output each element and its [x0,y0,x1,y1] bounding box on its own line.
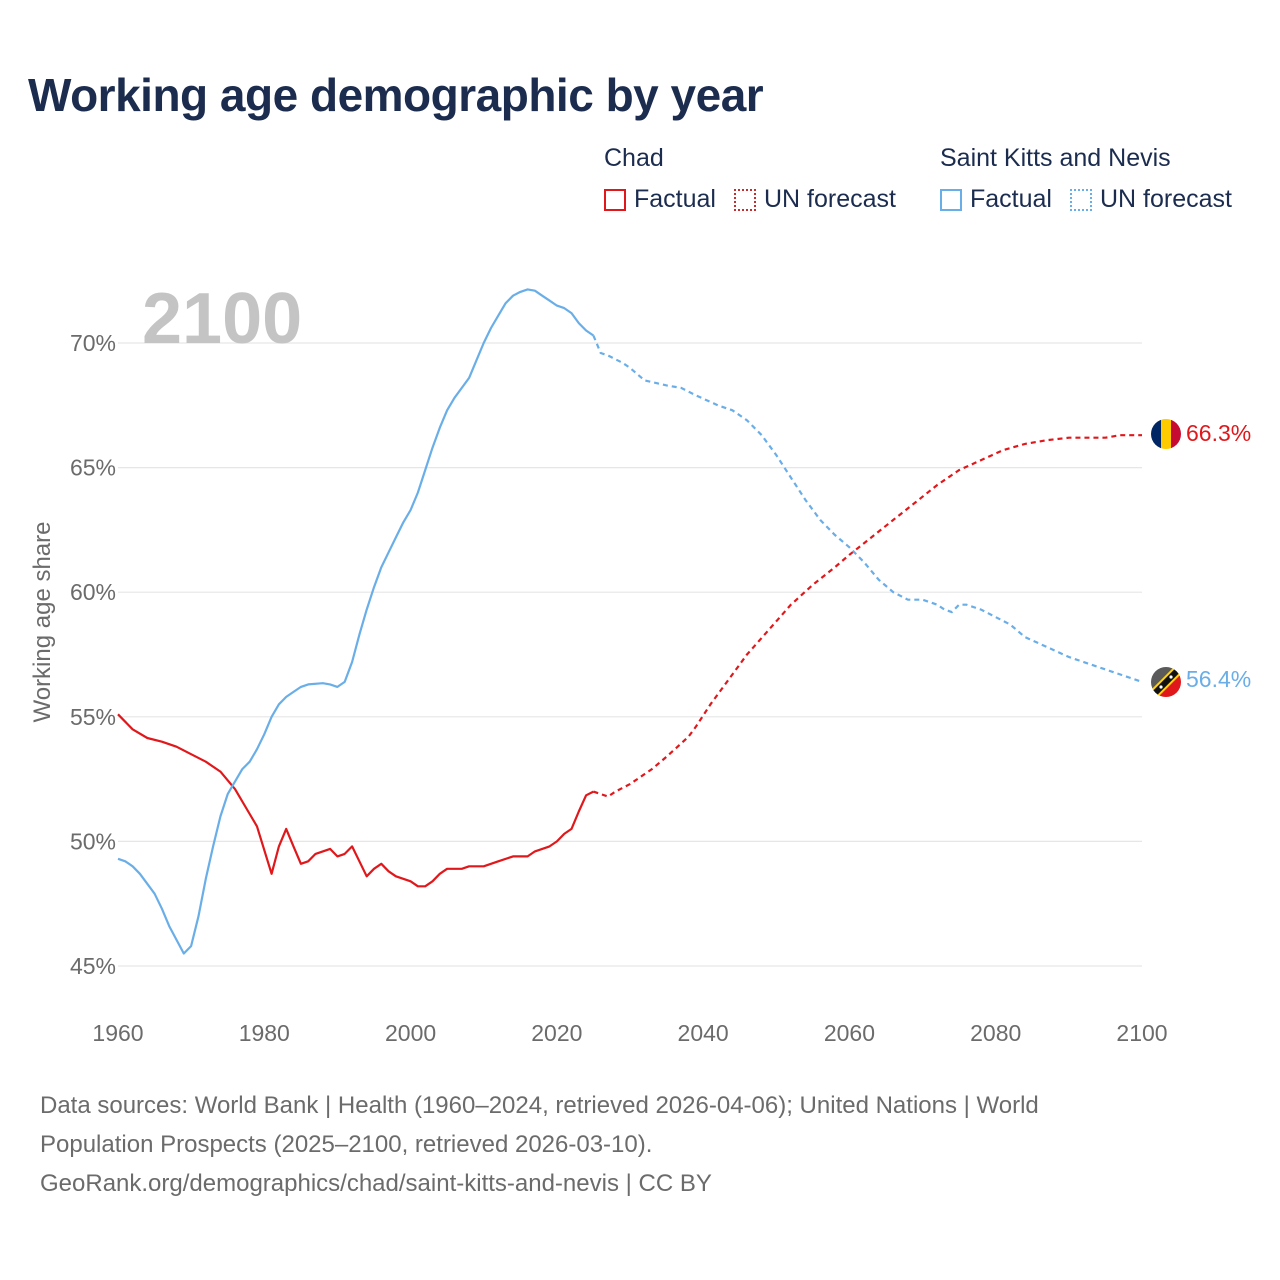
x-tick-label: 2000 [385,1020,436,1046]
y-tick-label: 55% [70,704,116,730]
x-tick-label: 2060 [824,1020,875,1046]
footer-link[interactable]: GeoRank.org/demographics/chad/saint-kitt… [40,1170,712,1197]
saint-kitts-and-nevis-factual-line [117,288,595,955]
legend-label: Factual [634,185,716,213]
x-tick-label: 2020 [531,1020,582,1046]
legend-swatch-dotted-blue [1069,188,1092,211]
y-tick-label: 65% [70,455,116,481]
saint-kitts-and-nevis-end-value-label: 56.4% [1186,666,1251,692]
chad-forecast-line [593,434,1142,798]
x-tick-label: 2040 [678,1020,729,1046]
legend-group-saint-kitts-and-nevis: Saint Kitts and Nevis Factual UN forecas… [940,144,1250,214]
y-axis-title: Working age share [29,522,56,723]
x-tick-label: 1980 [239,1020,290,1046]
chart-title: Working age demographic by year [28,69,764,121]
legend-group-name: Saint Kitts and Nevis [940,144,1171,172]
chad-factual-line [117,713,594,888]
legend-label: UN forecast [1099,185,1232,213]
series-lines [117,288,1143,955]
legend-skn-factual[interactable]: Factual [940,185,1052,214]
chad-end-value-label: 66.3% [1186,420,1251,446]
footer-sources: Data sources: World Bank | Health (1960–… [40,1086,1220,1203]
year-label: 2100 [142,279,302,359]
y-tick-label: 70% [70,330,116,356]
saint-kitts-and-nevis-flag-icon [1151,667,1181,697]
x-tick-label: 2080 [970,1020,1021,1046]
x-tick-label: 1960 [92,1020,143,1046]
x-tick-label: 2100 [1116,1020,1167,1046]
legend-chad-factual[interactable]: Factual [604,185,716,214]
legend-swatch-solid-blue [940,188,962,211]
footer-line: Data sources: World Bank | Health (1960–… [40,1092,1039,1119]
legend-group-chad: Chad Factual UN forecast [604,144,914,214]
grid-lines [118,342,1142,967]
y-tick-label: 45% [70,953,116,979]
x-axis-ticks: 1960 1980 2000 2020 2040 2060 2080 2100 [92,1020,1167,1046]
legend-group-name: Chad [604,144,664,172]
legend-label: Factual [970,185,1052,213]
chad-flag-icon [1151,419,1181,449]
y-tick-label: 60% [70,579,116,605]
legend-swatch-solid-red [604,188,626,211]
legend-chad-forecast[interactable]: UN forecast [733,185,896,214]
line-chart: 2100 45% 50% 55% 60% 65% 70% 1960 1980 2000 2020… [29,279,1251,1046]
saint-kitts-and-nevis-forecast-line [592,335,1143,683]
footer-line: Population Prospects (2025–2100, retriev… [40,1131,653,1158]
y-axis-ticks: 45% 50% 55% 60% 65% 70% [70,330,116,979]
legend-swatch-dotted-red [733,188,756,211]
legend-label: UN forecast [763,185,896,213]
legend-skn-forecast[interactable]: UN forecast [1069,185,1232,214]
y-tick-label: 50% [70,828,116,854]
